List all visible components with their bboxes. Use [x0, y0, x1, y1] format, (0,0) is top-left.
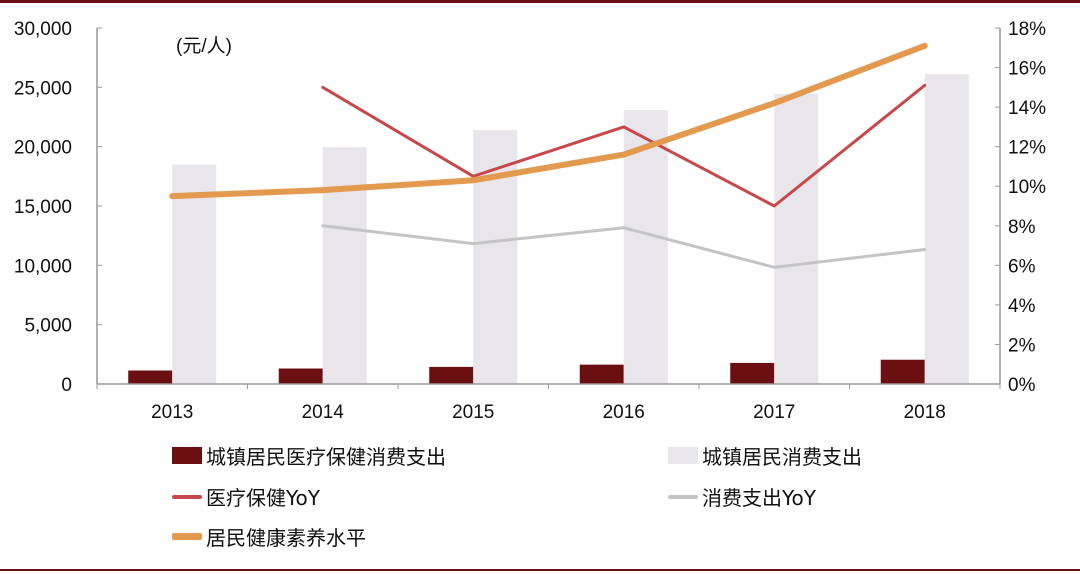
legend-swatch [172, 447, 202, 464]
bar-medical-spending [429, 366, 474, 384]
right-tick-label: 8% [1008, 217, 1036, 238]
bottom-border [0, 569, 1080, 571]
legend-item: 医疗保健YoY [172, 482, 320, 511]
right-tick-label: 6% [1008, 256, 1036, 277]
right-tick-label: 18% [1008, 19, 1046, 40]
series-line-1 [321, 224, 927, 269]
right-tick-label: 4% [1008, 296, 1036, 317]
legend-label: 消费支出YoY [702, 486, 817, 510]
legend-item: 消费支出YoY [668, 482, 816, 511]
bar-consumption-spending [322, 147, 367, 384]
legend-swatch [668, 447, 698, 464]
legend-label: 医疗保健YoY [206, 486, 321, 510]
right-tick-label: 12% [1008, 138, 1046, 159]
x-tick-label: 2018 [904, 402, 946, 423]
x-tick-label: 2016 [603, 402, 645, 423]
x-tick-label: 2014 [302, 402, 345, 423]
left-tick-label: 15,000 [14, 197, 72, 218]
legend-swatch [172, 533, 202, 540]
bar-consumption-spending [774, 93, 819, 384]
left-tick-label: 10,000 [14, 256, 72, 277]
x-tick-label: 2013 [151, 402, 193, 423]
bar-consumption-spending [172, 164, 217, 384]
series-line-2 [169, 42, 928, 200]
left-tick-label: 20,000 [14, 138, 72, 159]
legend-swatch [668, 494, 698, 499]
left-tick-label: 25,000 [14, 78, 72, 99]
right-tick-label: 0% [1008, 375, 1036, 396]
bar-medical-spending [880, 359, 925, 384]
top-border [0, 0, 1080, 3]
x-tick-label: 2015 [452, 402, 494, 423]
series-line-0 [321, 83, 927, 208]
bar-consumption-spending [623, 110, 668, 384]
bar-medical-spending [730, 362, 775, 384]
right-tick-label: 2% [1008, 335, 1036, 356]
legend-item: 城镇居民消费支出 [668, 441, 862, 470]
right-tick-label: 16% [1008, 59, 1046, 80]
left-tick-label: 30,000 [14, 19, 72, 40]
left-tick-label: 5,000 [24, 316, 72, 337]
bar-medical-spending [278, 368, 323, 384]
bar-medical-spending [579, 364, 624, 384]
legend-label: 城镇居民医疗保健消费支出 [206, 445, 446, 469]
right-tick-label: 14% [1008, 98, 1046, 119]
x-tick-label: 2017 [753, 402, 795, 423]
legend-item: 居民健康素养水平 [172, 522, 366, 551]
right-tick-label: 10% [1008, 177, 1046, 198]
bar-consumption-spending [924, 74, 969, 384]
legend-label: 居民健康素养水平 [206, 526, 366, 550]
left-tick-label: 0 [61, 375, 72, 396]
bar-medical-spending [128, 370, 173, 384]
unit-label: (元/人) [176, 35, 232, 57]
legend-item: 城镇居民医疗保健消费支出 [172, 441, 446, 470]
legend-swatch [172, 494, 202, 499]
legend-label: 城镇居民消费支出 [702, 445, 862, 469]
